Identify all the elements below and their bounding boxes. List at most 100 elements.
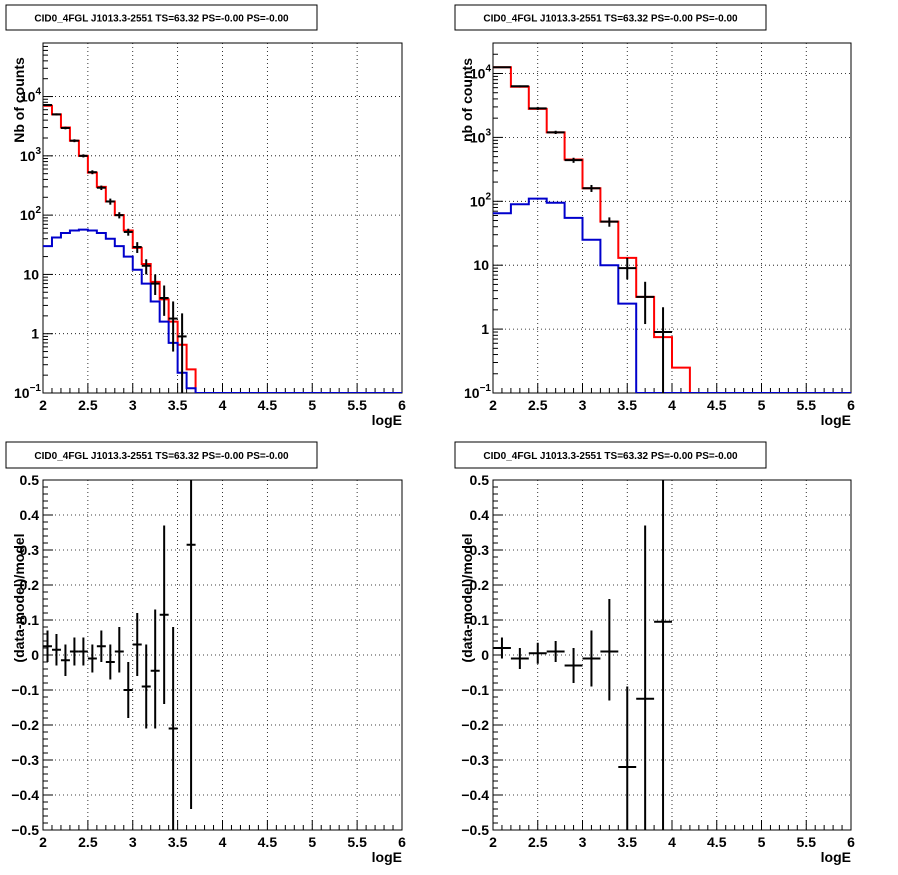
y-axis-label: Nb of counts xyxy=(11,57,27,143)
data-point xyxy=(87,644,97,673)
y-axis-label: nb of counts xyxy=(459,58,475,142)
data-point xyxy=(600,217,619,227)
y-tick-label: −0.1 xyxy=(11,682,39,698)
data-point xyxy=(546,130,565,134)
data-point xyxy=(618,686,637,830)
x-tick-label: 2.5 xyxy=(78,834,98,850)
x-tick-label: 4.5 xyxy=(707,834,727,850)
x-tick-label: 3 xyxy=(129,397,137,413)
data-point xyxy=(636,281,655,325)
data-point xyxy=(51,634,61,666)
chart-panel-1: 2 2.5 3 3.5 4 4.5 5 5.5 6 10−1 1 10 102 103 104 logE Nb … xyxy=(5,4,406,428)
data-point xyxy=(168,627,178,830)
x-tick-label: 2.5 xyxy=(78,397,98,413)
x-tick-label: 3.5 xyxy=(618,834,638,850)
data-point xyxy=(654,480,672,830)
data-point xyxy=(528,106,547,110)
data-point xyxy=(96,185,106,191)
data-point xyxy=(564,157,583,163)
x-tick-label: 4 xyxy=(219,397,227,413)
data-point xyxy=(636,525,655,830)
series-layer xyxy=(43,480,196,830)
title-box xyxy=(5,441,318,469)
data-point xyxy=(87,170,97,175)
data-point xyxy=(600,599,619,701)
x-tick-label: 5 xyxy=(308,834,316,850)
y-tick-label: −0.3 xyxy=(11,752,39,768)
data-point xyxy=(654,307,672,393)
data-point xyxy=(493,66,511,69)
y-tick-label: 10−1 xyxy=(464,383,491,401)
data-point xyxy=(78,154,88,158)
data-point xyxy=(96,630,106,662)
chart-title: CID0_4FGL J1013.3-2551 TS=63.32 PS=-0.00… xyxy=(34,451,289,462)
x-tick-label: 4.5 xyxy=(707,397,727,413)
x-tick-label: 3.5 xyxy=(168,397,188,413)
x-tick-label: 6 xyxy=(398,397,406,413)
data-point xyxy=(141,644,151,729)
data-point xyxy=(60,644,70,676)
data-point xyxy=(177,313,187,393)
grid xyxy=(493,480,851,830)
y-tick-label: −0.2 xyxy=(11,717,39,733)
y-tick-label: −0.5 xyxy=(461,822,489,838)
x-tick-label: 5.5 xyxy=(797,834,817,850)
y-axis-label: (data-model)/model xyxy=(11,533,27,662)
y-tick-label: 102 xyxy=(470,191,492,209)
y-tick-label: −0.4 xyxy=(11,787,39,803)
x-axis-label: logE xyxy=(821,412,851,428)
data-point xyxy=(78,637,88,666)
y-tick-label: 10−1 xyxy=(14,383,41,401)
chart-title: CID0_4FGL J1013.3-2551 TS=63.32 PS=-0.00… xyxy=(483,14,738,25)
y-tick-label: 0.5 xyxy=(470,472,490,488)
y-tick-label: 1 xyxy=(481,321,489,337)
y-tick-label: 103 xyxy=(20,146,42,164)
y-tick-label: 104 xyxy=(20,87,42,105)
x-tick-label: 4 xyxy=(219,834,227,850)
data-point xyxy=(114,212,124,219)
chart-panel-4: 2 2.5 3 3.5 4 4.5 5 5.5 6 0.5 0.4 0.3 0.2 0.1 0 −0.1 −0.… xyxy=(454,441,855,865)
data-point xyxy=(105,198,115,205)
x-tick-label: 5 xyxy=(758,834,766,850)
data-point xyxy=(159,285,169,316)
series-hist-1 xyxy=(493,66,691,393)
y-tick-label: 0.4 xyxy=(20,507,40,523)
title-box xyxy=(5,4,318,31)
series-layer xyxy=(493,66,851,393)
y-tick-label: 10 xyxy=(473,257,489,273)
grid xyxy=(43,43,402,393)
data-point xyxy=(114,627,124,673)
y-tick-label: 0.4 xyxy=(470,507,490,523)
y-tick-label: 0.1 xyxy=(470,612,490,628)
y-tick-label: 102 xyxy=(20,205,42,223)
data-point xyxy=(43,630,52,662)
series-layer xyxy=(493,480,672,830)
x-tick-label: 2.5 xyxy=(528,834,548,850)
x-tick-label: 2 xyxy=(39,834,47,850)
x-tick-label: 3.5 xyxy=(618,397,638,413)
series-hist-2 xyxy=(493,197,851,393)
data-point xyxy=(69,637,79,666)
tick-marks xyxy=(492,479,852,831)
series-layer xyxy=(43,104,402,393)
x-tick-label: 3.5 xyxy=(168,834,188,850)
title-box xyxy=(454,4,767,31)
data-point xyxy=(141,259,151,275)
series-hist-1 xyxy=(43,104,206,393)
data-point xyxy=(510,85,529,88)
x-tick-label: 2.5 xyxy=(528,397,548,413)
data-point xyxy=(51,113,61,116)
x-tick-label: 5 xyxy=(758,397,766,413)
data-point xyxy=(510,648,529,669)
data-point xyxy=(564,648,583,683)
data-point xyxy=(186,480,196,809)
data-point xyxy=(105,644,115,680)
x-tick-label: 5 xyxy=(308,397,316,413)
y-tick-label: −0.4 xyxy=(461,787,489,803)
y-tick-label: 10 xyxy=(23,266,39,282)
y-tick-label: −0.2 xyxy=(461,717,489,733)
x-tick-label: 3 xyxy=(129,834,137,850)
x-tick-label: 6 xyxy=(847,834,855,850)
chart-panel-2: 2 2.5 3 3.5 4 4.5 5 5.5 6 10−1 1 10 102 103 104 logE nb … xyxy=(454,4,855,428)
tick-marks xyxy=(42,42,403,394)
